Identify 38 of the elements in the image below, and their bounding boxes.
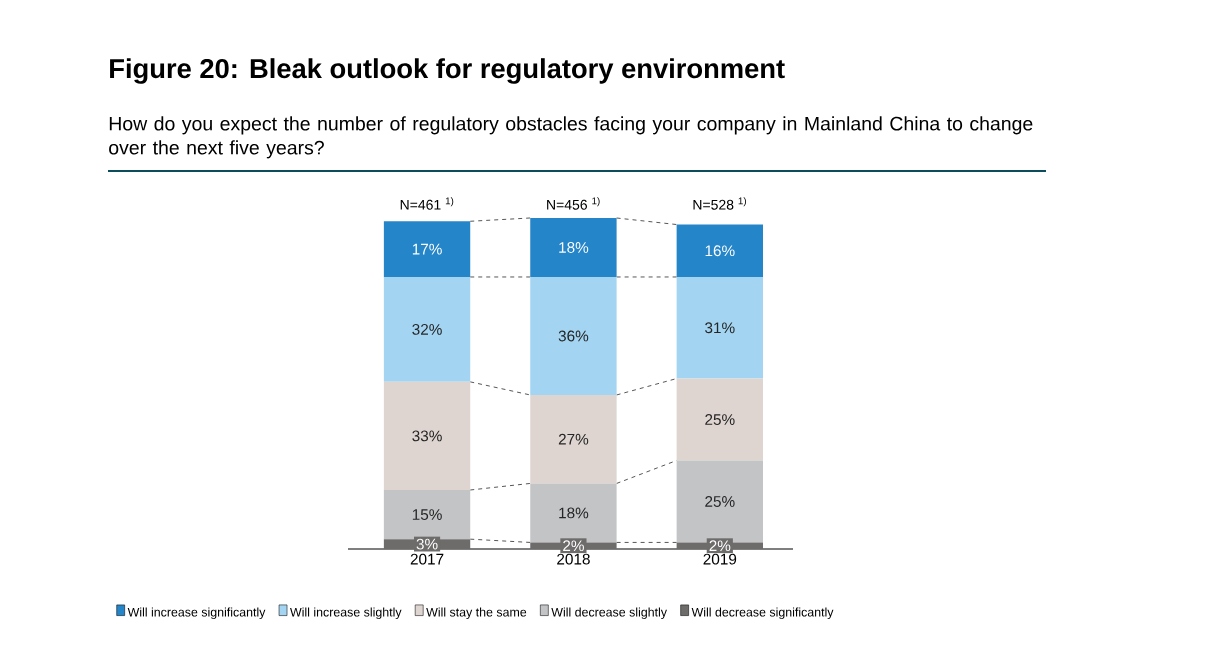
data-label: 33% xyxy=(412,430,442,442)
bar xyxy=(676,224,763,277)
text: N=456 $^{1)}$ xyxy=(547,197,600,210)
data-label: 2% xyxy=(563,540,584,552)
legend-label: Will stay the same xyxy=(426,607,527,619)
bar xyxy=(530,276,617,395)
data-label: 3% xyxy=(416,538,438,550)
legend-label: Will increase slightly xyxy=(290,607,402,619)
data-label: 18% xyxy=(559,507,589,519)
data-label: 15% xyxy=(412,509,442,520)
chart-title: Figure 20: Bleak outlook for regulatory environment xyxy=(110,58,785,84)
bar xyxy=(383,276,471,382)
chart-subtitle: How do you expect the number of regulatory obstacles facing your company in Mainland China to change over the next five years? xyxy=(109,116,1033,159)
x-tick-label: 2017 xyxy=(410,553,444,565)
bar xyxy=(676,378,763,461)
bar xyxy=(530,394,617,484)
data-label: 32% xyxy=(412,323,442,335)
text: N=461 $^{1)}$ xyxy=(400,197,454,210)
data-label: 25% xyxy=(705,496,735,507)
data-label: 36% xyxy=(558,330,589,342)
bar xyxy=(383,381,471,490)
data-label: 2% xyxy=(709,540,731,552)
legend-label: Will increase significantly xyxy=(127,607,266,619)
bar xyxy=(530,217,617,277)
legend-label: Will decrease slightly xyxy=(551,607,667,619)
data-label: 16% xyxy=(705,245,735,257)
x-tick-label: 2019 xyxy=(703,553,737,565)
bar xyxy=(383,221,471,277)
data-label: 25% xyxy=(705,414,735,425)
text: N=528 $^{1)}$ xyxy=(693,197,746,210)
data-label: 31% xyxy=(705,322,735,334)
data-label: 27% xyxy=(558,433,589,445)
bar xyxy=(676,276,763,379)
legend-label: Will decrease significantly xyxy=(691,607,834,619)
data-label: 17% xyxy=(412,243,442,255)
x-tick-label: 2018 xyxy=(557,553,590,565)
bar xyxy=(383,490,471,540)
data-label: 18% xyxy=(559,242,589,253)
